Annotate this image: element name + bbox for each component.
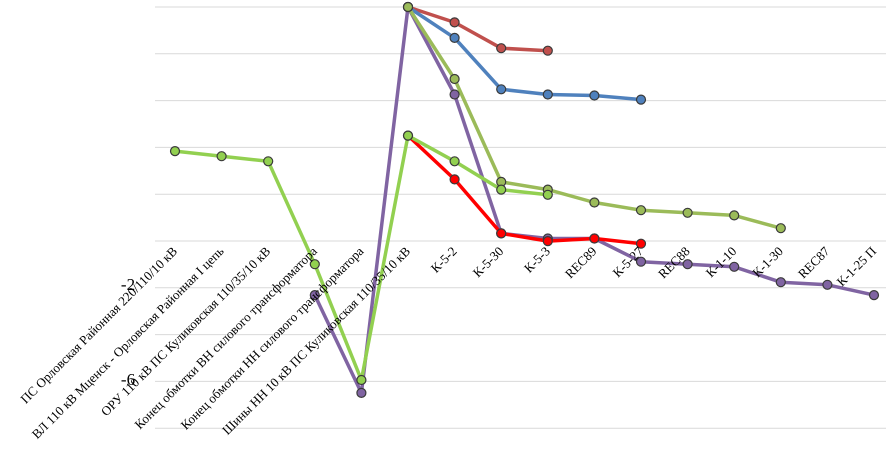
x-tick-label: К-5-30 [470,244,507,281]
grid-lines [155,6,886,429]
series-3-point-12 [729,210,740,221]
series-5-point-2 [263,156,274,167]
series-5-point-7 [496,184,507,195]
series-2-point-10 [635,94,647,105]
series-2-point-9 [589,90,600,101]
series-1-point-7 [496,43,507,54]
x-tick-label: REC89 [562,244,600,282]
series-4-line [406,133,643,246]
series-0-point-10 [635,256,647,267]
x-tick-label: К-1-30 [749,244,786,281]
series-5-point-6 [449,156,460,167]
series-4-point-8 [542,236,553,247]
series-4-point-7 [496,228,507,239]
series-0-point-15 [868,290,880,301]
series-0-point-12 [729,261,740,272]
series-1-point-6 [449,17,460,28]
series-3-point-5 [402,1,414,13]
series-3-point-9 [589,197,600,208]
series-0-point-14 [822,279,833,290]
series-2-point-8 [542,89,553,100]
series-2-point-6 [449,32,460,44]
series-2-line [406,5,643,102]
x-tick-label: ОРУ 110 кВ ПС Куликовская 110/35/10 кВ [98,243,274,419]
x-tick-label: К-5-3 [521,244,553,276]
series-3-point-6 [449,73,460,85]
series-5-point-0 [169,146,181,157]
series-3-point-10 [635,205,647,216]
series-0-point-4 [356,387,367,398]
series-5-point-5 [402,130,414,141]
series-3-point-11 [682,207,693,218]
series-0-point-11 [682,259,693,270]
series-3-point-13 [775,223,786,234]
series-4-point-6 [449,174,460,185]
series-5-point-3 [309,259,320,270]
x-tick-label: К-1-25 П [834,244,880,290]
data-points [169,1,880,398]
y-tick-label: -2 [121,275,135,294]
series-4-point-9 [589,233,600,244]
series-2-point-7 [496,84,507,95]
series-5-point-1 [216,151,227,162]
x-tick-label: К-5-2 [428,244,460,276]
series-4-point-10 [635,238,647,249]
series-0-point-6 [449,89,460,100]
series-1-point-8 [542,45,553,56]
series-5-point-8 [542,189,553,200]
series-5-point-4 [356,374,367,386]
x-tick-label: REC87 [795,243,833,281]
y-tick-label: -6 [121,370,135,389]
series-0-point-13 [775,277,786,288]
series-0-point-3 [309,290,320,301]
y-tick-labels: -2 -6 [121,275,135,389]
series-1-line [406,5,550,53]
